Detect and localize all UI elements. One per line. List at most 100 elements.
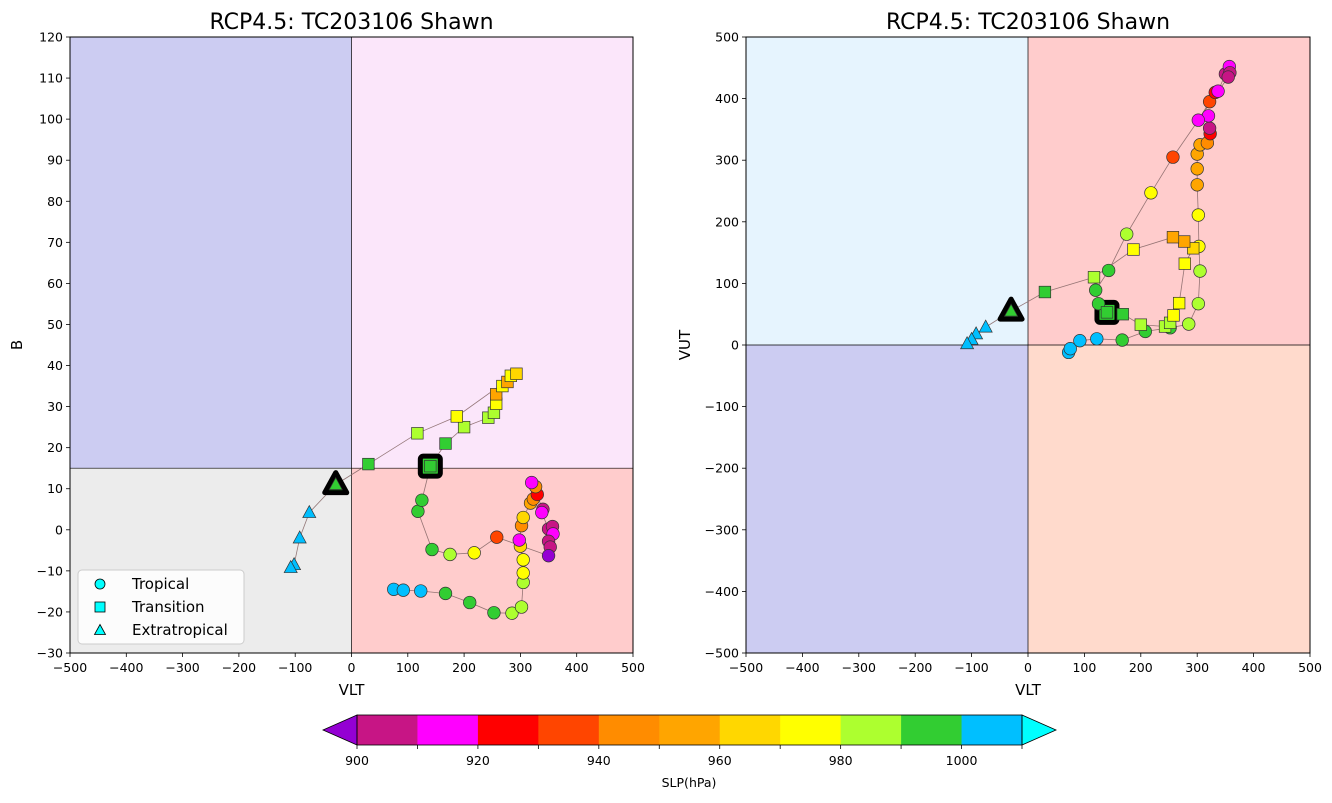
x-tick-label: −400 — [109, 660, 143, 675]
x-tick-label: 500 — [621, 660, 645, 675]
tropical-point — [541, 549, 556, 563]
extratropical-point — [292, 530, 307, 544]
tropical-point — [516, 510, 530, 525]
x-tick-label: −400 — [785, 660, 819, 675]
y-axis-label: B — [8, 340, 26, 350]
legend-box — [77, 569, 245, 645]
tropical-point — [1115, 333, 1129, 347]
x-tick-label: 100 — [1072, 660, 1096, 675]
x-tick-label: 500 — [1298, 660, 1322, 675]
transition-point — [1166, 231, 1180, 244]
transition-point — [439, 437, 452, 450]
legend-triangle-icon — [93, 623, 107, 635]
y-tick-label: 400 — [715, 91, 739, 106]
extratropical-point — [1003, 303, 1019, 317]
tropical-point — [516, 553, 530, 567]
transition-point — [1127, 243, 1140, 256]
legend-label: Extratropical — [132, 621, 228, 639]
x-tick-label: −200 — [898, 660, 932, 675]
legend-label: Transition — [131, 598, 205, 616]
legend-square-icon — [94, 601, 106, 613]
colorbar-label: SLP(hPa) — [662, 775, 717, 790]
y-tick-label: 10 — [47, 481, 63, 496]
colorbar-tick-label: 900 — [345, 753, 369, 768]
colorbar-segment — [477, 715, 539, 745]
x-tick-label: 400 — [565, 660, 589, 675]
colorbar-segment — [961, 715, 1023, 745]
y-tick-label: −200 — [705, 461, 739, 476]
colorbar-segment — [659, 715, 721, 745]
tropical-point — [1190, 178, 1204, 192]
tropical-point — [415, 493, 429, 507]
tropical-point — [467, 546, 481, 560]
tropical-point — [1073, 334, 1087, 348]
tropical-point — [414, 584, 428, 598]
transition-point — [510, 367, 523, 380]
y-tick-label: 50 — [47, 317, 63, 332]
colorbar-under-arrow — [322, 714, 358, 746]
tropical-point — [1191, 208, 1205, 222]
transition-point — [362, 457, 375, 471]
colorbar-tick-label: 960 — [708, 753, 732, 768]
tropical-point — [438, 586, 453, 601]
quadrant-upper-left — [70, 37, 352, 469]
y-tick-label: 70 — [47, 235, 63, 250]
x-tick-label: −100 — [954, 660, 988, 675]
tropical-point — [1191, 113, 1205, 127]
tropical-point — [425, 542, 439, 557]
x-tick-label: 200 — [1129, 660, 1153, 675]
transition-point — [1087, 271, 1101, 284]
y-tick-label: −30 — [37, 646, 63, 661]
colorbar-tick-label: 1000 — [946, 753, 978, 768]
quadrant-lower-left — [746, 345, 1028, 653]
y-tick-label: −500 — [705, 646, 739, 661]
tropical-point — [1211, 84, 1225, 98]
tropical-point — [411, 504, 425, 518]
tropical-point — [396, 583, 410, 597]
transition-point — [1178, 257, 1191, 270]
y-tick-label: 60 — [47, 276, 63, 291]
colorbar-segment — [780, 715, 842, 745]
x-tick-label: −100 — [278, 660, 312, 675]
extratropical-point — [978, 319, 993, 333]
transition-point — [1134, 318, 1147, 331]
y-tick-label: 90 — [47, 153, 63, 168]
tropical-point — [525, 475, 539, 490]
x-tick-label: 300 — [1185, 660, 1209, 675]
colorbar-frame — [356, 714, 1023, 746]
extratropical-point — [328, 476, 343, 490]
quadrant-lower-right — [351, 468, 633, 653]
transition-point — [1178, 235, 1191, 248]
y-tick-label: 0 — [55, 522, 63, 537]
tropical-point — [443, 547, 457, 562]
colorbar-segment — [357, 715, 418, 745]
chart-title: RCP4.5: TC203106 Shawn — [886, 10, 1170, 35]
x-tick-label: 300 — [508, 660, 532, 675]
tropical-point — [1063, 342, 1077, 356]
transition-point — [450, 410, 463, 423]
colorbar-segment — [417, 715, 479, 745]
transition-point — [1167, 309, 1180, 322]
y-tick-label: 110 — [39, 71, 63, 86]
y-tick-label: 0 — [731, 338, 739, 353]
tropical-point — [463, 595, 477, 610]
x-tick-label: −300 — [842, 660, 876, 675]
extratropical-point — [302, 504, 317, 518]
x-tick-label: 0 — [1024, 660, 1032, 675]
extratropical-point — [283, 559, 298, 573]
tropical-point — [1202, 121, 1217, 135]
left-panel-b-vs-vlt: −500 −400 −300 −200 −100 0 100 200 300 400 500−30−… — [8, 10, 645, 699]
y-tick-label: 30 — [47, 399, 63, 414]
tropical-point — [1166, 150, 1180, 164]
tropical-point — [516, 566, 530, 580]
y-axis-label: VUT — [676, 329, 694, 360]
tropical-point — [535, 505, 549, 520]
legend-label: Tropical — [131, 575, 189, 593]
tropical-point — [1090, 332, 1104, 346]
x-tick-label: 100 — [396, 660, 420, 675]
tropical-point — [1089, 283, 1103, 297]
colorbar-segment — [719, 715, 781, 745]
x-tick-label: −200 — [222, 660, 256, 675]
colorbar-segment — [538, 715, 600, 745]
colorbar-segment — [840, 715, 902, 745]
